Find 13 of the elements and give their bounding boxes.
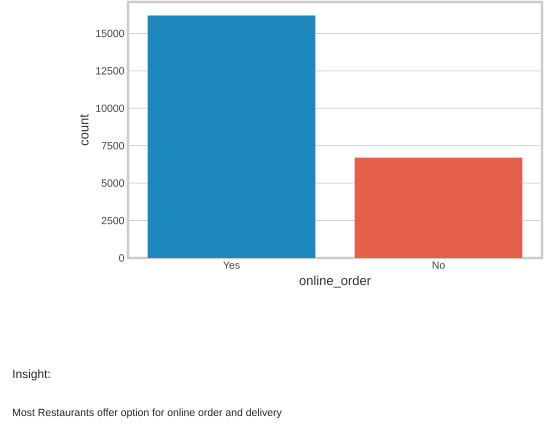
text: Most Restaurants offer option for online order and delivery xyxy=(13,408,282,418)
text: Insight: xyxy=(13,369,50,380)
x-tick-label: No xyxy=(432,262,445,269)
y-tick-label: 7500 xyxy=(102,142,124,150)
y-tick-label: 12500 xyxy=(96,67,124,75)
y-tick-label: 10000 xyxy=(96,104,124,112)
y-tick-label: 5000 xyxy=(102,179,124,187)
y-tick-label: 2500 xyxy=(102,216,124,224)
y-tick-label: 0 xyxy=(119,254,124,262)
y-tick-label: 15000 xyxy=(96,30,124,38)
x-tick-label: Yes xyxy=(223,262,240,269)
x-axis-title: online_order xyxy=(300,276,371,288)
y-axis-title: count xyxy=(80,114,89,146)
